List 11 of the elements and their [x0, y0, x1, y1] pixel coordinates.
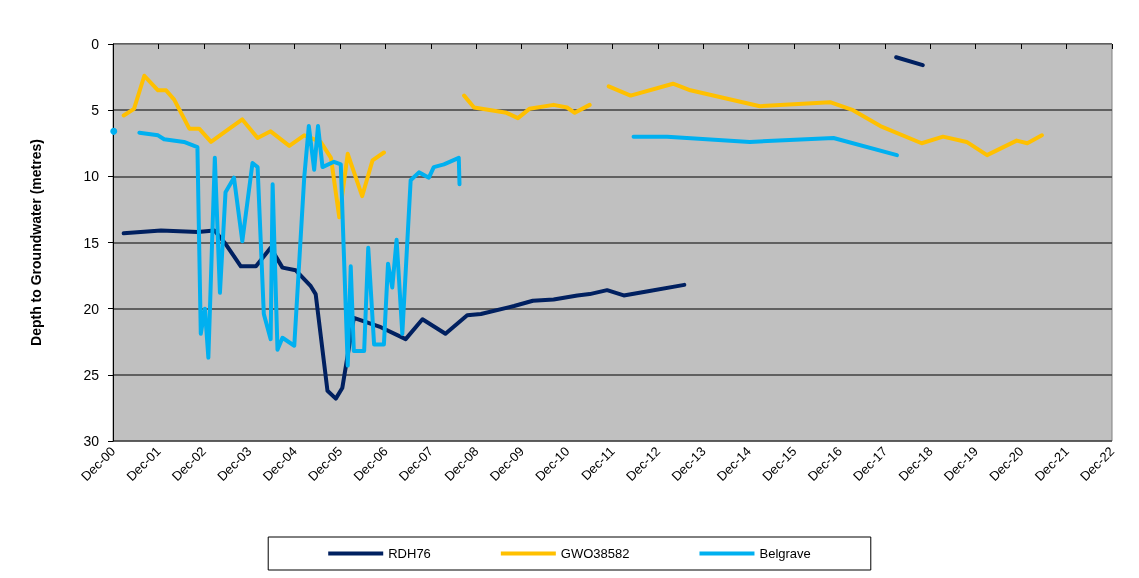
- legend-label: GWO38582: [560, 546, 630, 561]
- y-tick-label: 5: [91, 102, 100, 119]
- y-tick-label: 20: [83, 300, 100, 317]
- legend-label: RDH76: [388, 546, 431, 561]
- y-tick-label: 25: [83, 366, 100, 383]
- y-tick-label: 15: [83, 234, 100, 251]
- y-tick-label: 30: [83, 433, 100, 449]
- y-tick-label: 0: [91, 36, 100, 52]
- y-tick-label: 10: [83, 168, 100, 185]
- y-axis-title: Depth to Groundwater (metres): [28, 139, 44, 346]
- legend-label: Belgrave: [759, 546, 811, 561]
